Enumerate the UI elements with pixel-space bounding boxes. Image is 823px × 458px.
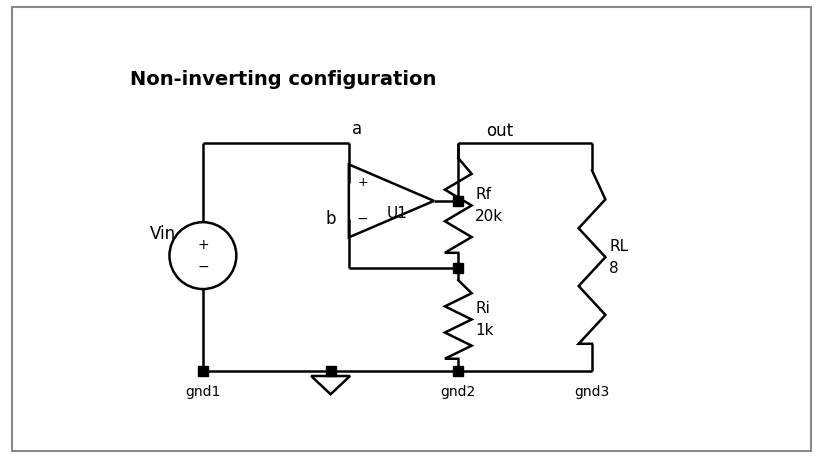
Text: Vin: Vin <box>151 225 176 243</box>
Text: +: + <box>197 238 209 251</box>
Text: out: out <box>486 122 513 140</box>
Text: 20k: 20k <box>476 209 504 224</box>
Text: U1: U1 <box>387 206 408 221</box>
Text: a: a <box>352 120 362 138</box>
Text: +: + <box>358 176 369 189</box>
Text: RL: RL <box>609 239 628 254</box>
Text: gnd2: gnd2 <box>440 385 476 398</box>
Text: gnd3: gnd3 <box>574 385 610 398</box>
Text: gnd1: gnd1 <box>185 385 221 398</box>
Text: Non-inverting configuration: Non-inverting configuration <box>130 70 436 89</box>
Text: Ri: Ri <box>476 301 491 316</box>
Text: −: − <box>356 212 368 226</box>
Text: −: − <box>197 260 209 273</box>
Text: Rf: Rf <box>476 187 491 202</box>
Text: 1k: 1k <box>476 323 494 338</box>
Text: b: b <box>326 210 337 228</box>
Text: 8: 8 <box>609 261 619 276</box>
